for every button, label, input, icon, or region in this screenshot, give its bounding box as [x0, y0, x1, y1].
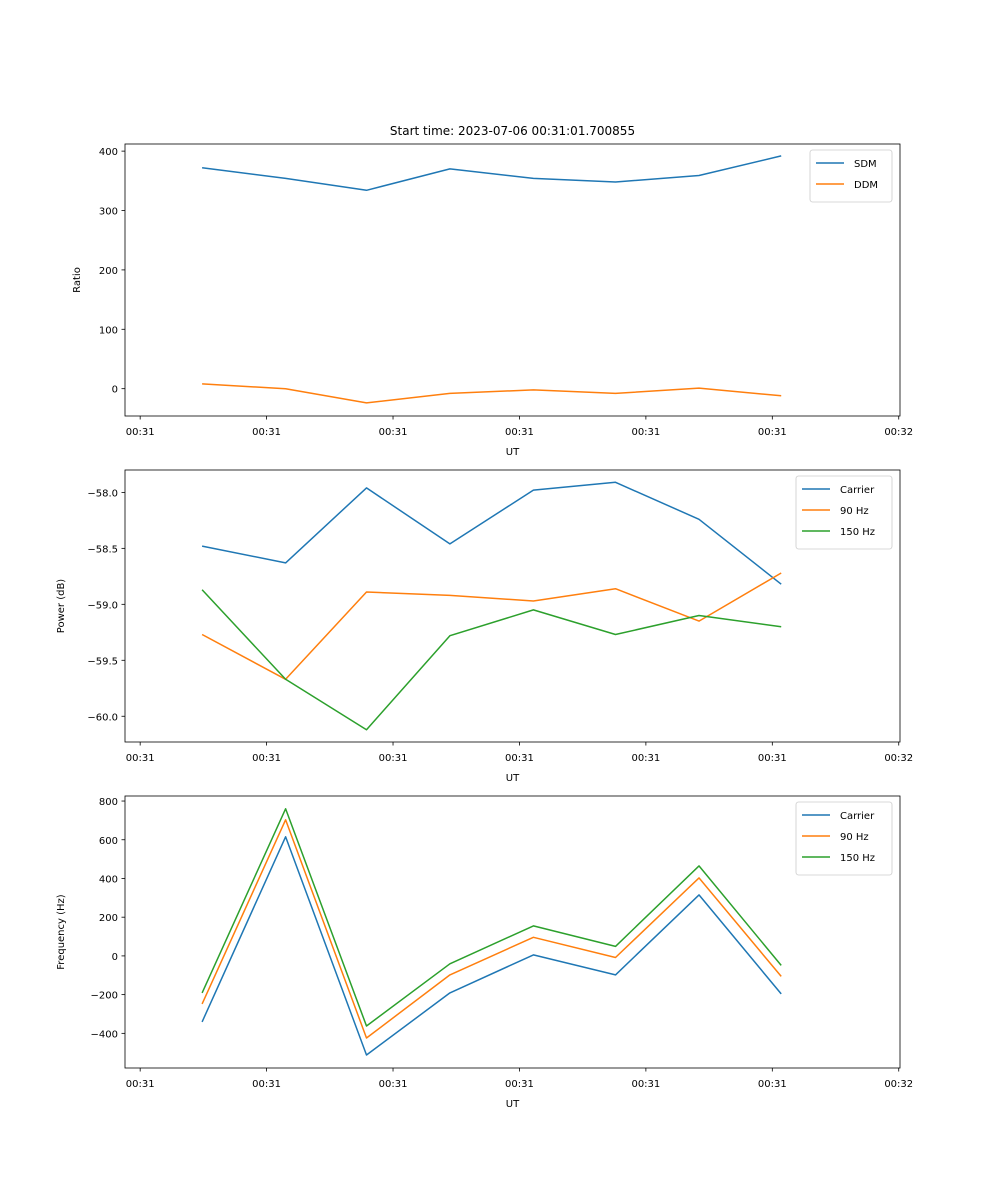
y-tick-label: −59.0: [87, 600, 118, 611]
legend: Carrier 90 Hz 150 Hz: [795, 475, 893, 550]
x-axis-label: UT: [506, 773, 520, 784]
y-tick-label: 800: [99, 797, 118, 808]
y-tick-label: −400: [91, 1029, 118, 1040]
series-line-90-hz: [201, 572, 782, 681]
y-axis-label: Frequency (Hz): [56, 894, 67, 970]
x-tick-label: 00:31: [505, 753, 534, 764]
axes-frame: [124, 469, 901, 743]
series-line-90-hz: [201, 819, 782, 1039]
series-line-carrier: [201, 481, 782, 585]
x-tick-label: 00:32: [884, 753, 913, 764]
x-tick-label: 00:31: [252, 427, 281, 438]
x-tick-label: 00:32: [884, 427, 913, 438]
y-axis-label: Power (dB): [56, 579, 67, 634]
y-tick-label: 300: [99, 207, 118, 218]
figure-title: Start time: 2023-07-06 00:31:01.700855: [390, 124, 635, 138]
y-tick-label: −60.0: [87, 712, 118, 723]
y-tick-label: −200: [91, 991, 118, 1002]
x-tick-label: 00:31: [631, 427, 660, 438]
y-tick-label: 100: [99, 325, 118, 336]
y-tick-label: −59.5: [87, 656, 118, 667]
legend-label: Carrier: [840, 811, 875, 822]
x-tick-label: 00:31: [758, 427, 787, 438]
x-tick-label: 00:31: [379, 427, 408, 438]
x-tick-label: 00:31: [505, 1079, 534, 1090]
x-tick-label: 00:31: [126, 753, 155, 764]
y-tick-label: 400: [99, 147, 118, 158]
y-tick-label: 400: [99, 874, 118, 885]
legend-label: 150 Hz: [840, 527, 875, 538]
x-tick-label: 00:31: [631, 1079, 660, 1090]
x-tick-label: 00:31: [126, 427, 155, 438]
x-tick-label: 00:31: [252, 1079, 281, 1090]
y-tick-label: 0: [112, 385, 118, 396]
x-tick-label: 00:31: [379, 1079, 408, 1090]
y-tick-label: −58.5: [87, 544, 118, 555]
legend: SDM DDM: [809, 149, 893, 203]
y-tick-label: 600: [99, 836, 118, 847]
axes-frame: [124, 795, 901, 1069]
x-tick-label: 00:31: [758, 753, 787, 764]
subplot-1: 00:31 00:31 00:31 00:31 00:31 00:31 00:32 UT 0 10…: [72, 143, 913, 458]
x-axis-label: UT: [506, 447, 520, 458]
y-tick-label: 200: [99, 913, 118, 924]
subplot-3: 00:31 00:31 00:31 00:31 00:31 00:31 00:32 UT −40…: [56, 795, 913, 1110]
legend-label: 90 Hz: [840, 832, 869, 843]
series-line-150-hz: [201, 808, 782, 1027]
x-tick-label: 00:31: [758, 1079, 787, 1090]
legend-label: 150 Hz: [840, 853, 875, 864]
x-tick-label: 00:31: [505, 427, 534, 438]
y-tick-label: 200: [99, 266, 118, 277]
legend-label: SDM: [854, 159, 877, 170]
legend-label: 90 Hz: [840, 506, 869, 517]
subplot-2: 00:31 00:31 00:31 00:31 00:31 00:31 00:32 UT −60…: [56, 469, 913, 784]
series-line-150-hz: [201, 589, 782, 731]
series-line-carrier: [201, 836, 782, 1056]
x-tick-label: 00:31: [379, 753, 408, 764]
x-tick-label: 00:31: [631, 753, 660, 764]
x-tick-label: 00:31: [126, 1079, 155, 1090]
y-tick-label: 0: [112, 952, 118, 963]
legend-label: DDM: [854, 180, 878, 191]
series-line-ddm: [202, 383, 782, 404]
series-line-sdm: [202, 155, 782, 192]
axes-frame: [124, 143, 901, 417]
legend-box: [809, 149, 893, 203]
y-tick-label: −58.0: [87, 488, 118, 499]
x-axis-label: UT: [506, 1099, 520, 1110]
x-tick-label: 00:31: [252, 753, 281, 764]
legend: Carrier 90 Hz 150 Hz: [795, 801, 893, 876]
x-tick-label: 00:32: [884, 1079, 913, 1090]
y-axis-label: Ratio: [72, 267, 83, 293]
legend-label: Carrier: [840, 485, 875, 496]
